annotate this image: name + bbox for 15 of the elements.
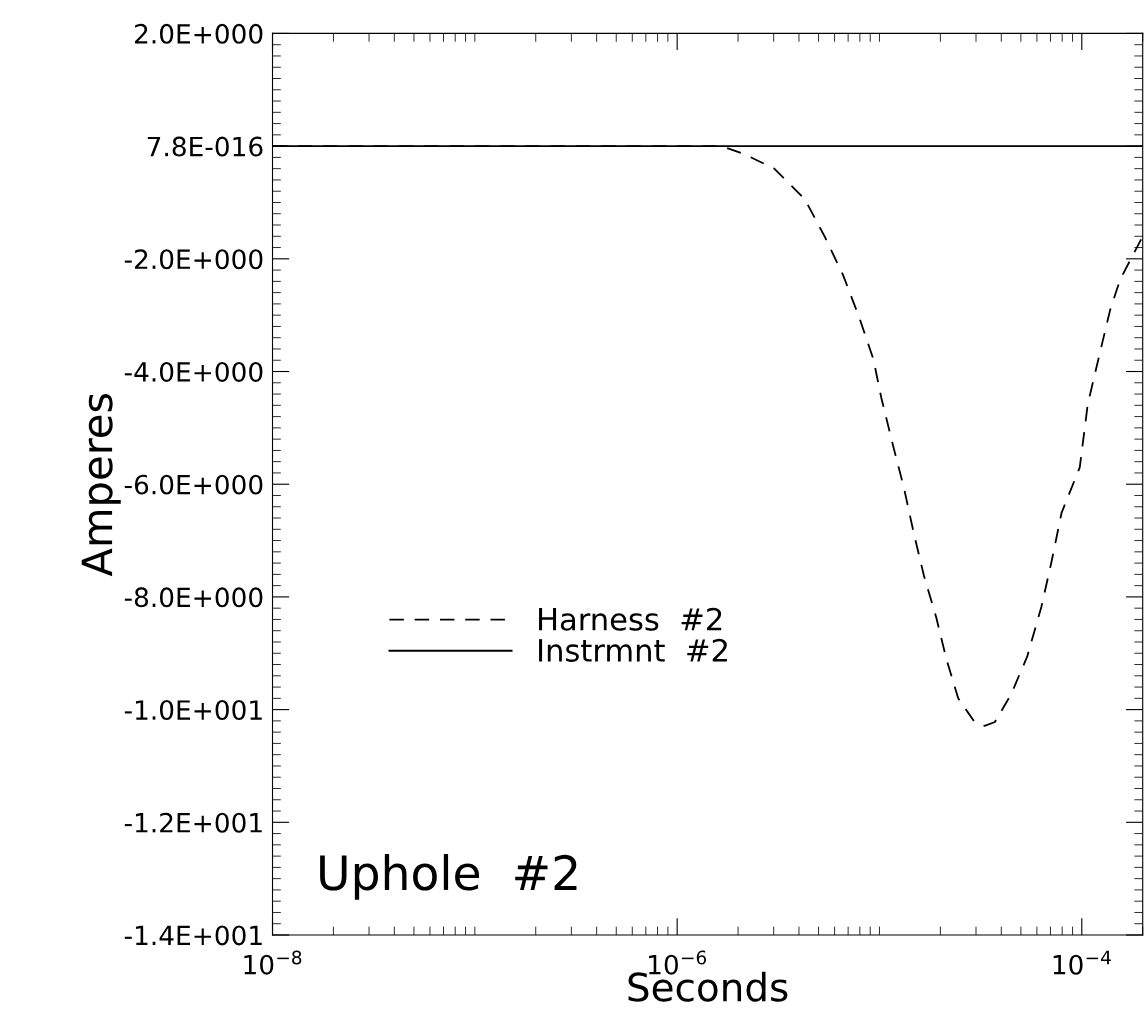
y-tick-label: 7.8E-016: [147, 136, 263, 157]
y-tick-label: -4.0E+000: [124, 361, 263, 382]
legend-label: Harness #2: [539, 607, 722, 631]
y-tick-label: -2.0E+000: [124, 249, 263, 270]
y-tick-label: -8.0E+000: [124, 587, 263, 608]
y-tick-label: -1.4E+001: [124, 925, 262, 946]
y-tick-label: -1.2E+001: [124, 812, 262, 833]
y-axis-title: Amperes: [81, 393, 121, 577]
y-tick-label: -6.0E+000: [124, 474, 263, 495]
annotation: Uphole #2: [320, 854, 577, 900]
x-tick-label: 10$^{−4}$: [1053, 950, 1111, 975]
legend-label: Instrmnt #2: [539, 638, 727, 662]
y-tick-label: 2.0E+000: [134, 23, 263, 44]
x-tick-label: 10$^{−8}$: [244, 950, 302, 975]
y-tick-label: -1.0E+001: [124, 700, 262, 721]
